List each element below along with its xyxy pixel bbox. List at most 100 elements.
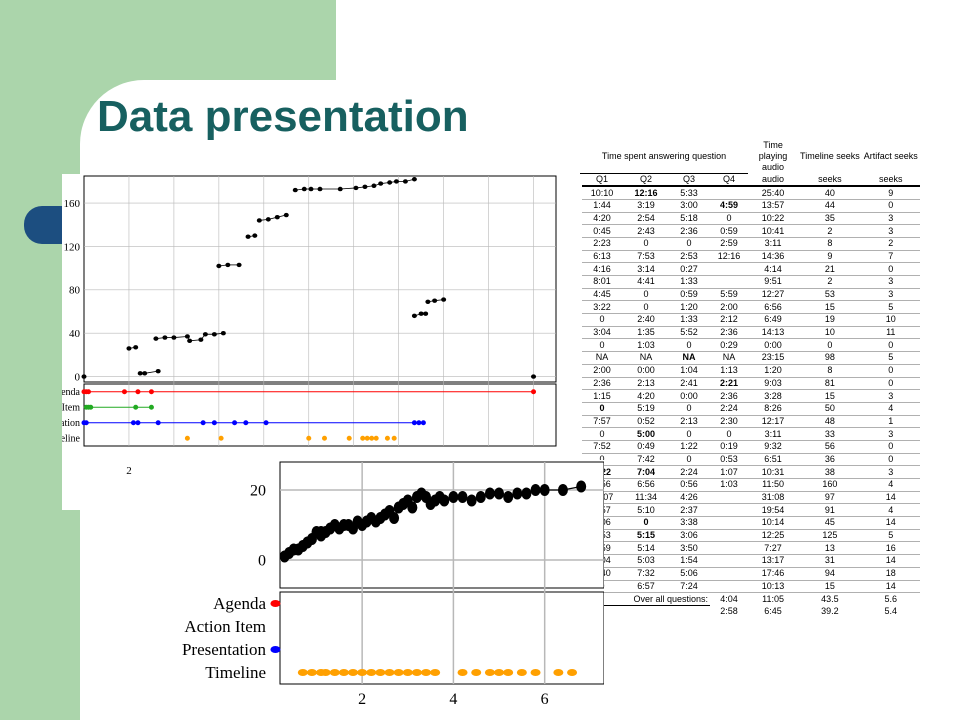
table-cell: 7:27: [748, 541, 799, 556]
table-cell: 4: [861, 402, 920, 416]
table-cell: 21: [798, 262, 862, 276]
table-cell: [710, 275, 749, 289]
table-footer-cell: 4:04: [720, 593, 738, 604]
lane-label: Action Item: [62, 403, 80, 414]
slide-title: Data presentation: [97, 92, 469, 141]
table-cell: [710, 186, 749, 200]
table-cell: [710, 503, 749, 518]
table-cell: 0: [580, 338, 625, 353]
table-cell: 48: [798, 415, 862, 429]
lane-marker: [457, 669, 468, 676]
data-point: [211, 332, 217, 337]
data-point: [448, 491, 459, 503]
data-point: [441, 297, 447, 302]
table-cell: 33: [798, 427, 862, 441]
table-cell: 6:13: [580, 250, 625, 264]
table-cell: 6:57: [624, 580, 669, 594]
table-cell: 2: [798, 275, 862, 289]
data-point: [512, 487, 523, 500]
data-point: [411, 313, 417, 319]
lane-marker: [531, 389, 537, 395]
lane-label: Timeline: [205, 663, 266, 682]
table-cell: 4:45: [580, 288, 625, 302]
table-cell: 1:20: [668, 300, 711, 315]
table-cell: 3: [861, 288, 920, 302]
table-cell: 7:57: [580, 415, 625, 429]
table-cell: 0: [861, 262, 920, 276]
table-cell: 14: [861, 491, 920, 505]
lane-marker: [416, 420, 422, 426]
table-cell: 7: [861, 250, 920, 264]
table-cell: 6:56: [748, 300, 799, 315]
table-cell: 10:31: [748, 465, 799, 479]
table-cell: 10: [798, 326, 862, 340]
table-cell: 3:22: [580, 300, 625, 315]
table-cell: 5: [861, 529, 920, 543]
table-cell: 14: [861, 516, 920, 530]
lane-marker: [530, 669, 541, 676]
data-point: [539, 484, 550, 496]
lane-marker: [391, 435, 397, 441]
lane-marker: [348, 669, 359, 676]
lane-marker: [366, 669, 377, 676]
table-cell: 10:22: [748, 212, 799, 226]
table-cell: 13:17: [748, 554, 799, 568]
table-cell: 81: [798, 377, 862, 391]
table-cell: 14:13: [748, 326, 799, 340]
lane-marker: [211, 420, 217, 426]
lane-marker: [375, 669, 386, 676]
table-cell: 3:06: [668, 529, 711, 543]
data-point: [402, 179, 408, 184]
table-cell: 8: [798, 237, 862, 251]
table-cell: 1:33: [668, 313, 711, 327]
table-cell: 0: [624, 516, 669, 530]
table-cell: 14: [861, 554, 920, 568]
data-point: [418, 311, 424, 316]
data-point: [362, 184, 368, 190]
table-cell: 0: [624, 300, 669, 315]
table-cell: 0: [861, 199, 920, 213]
table-cell: 5:59: [710, 288, 749, 302]
data-point: [81, 374, 87, 379]
lane-marker: [567, 669, 578, 676]
table-cell: 0: [668, 237, 711, 251]
table-cell: 31:08: [748, 491, 799, 505]
table-header-row: Time spent answering question Time playin…: [504, 140, 920, 174]
table-cell: 1:35: [624, 326, 669, 340]
table-cell: 7:42: [624, 453, 669, 467]
y-tick-label: 160: [64, 198, 81, 210]
table-cell: 0: [624, 237, 669, 251]
table-cell: 3:19: [624, 199, 669, 213]
table-cell: 25:40: [748, 186, 799, 200]
table-cell: 2: [861, 237, 920, 251]
table-cell: 10:13: [748, 580, 799, 594]
data-point: [407, 501, 418, 514]
plot-area: [83, 175, 557, 383]
lane-label: Agenda: [213, 594, 266, 613]
table-cell: 2:36: [710, 326, 749, 340]
lane-marker: [516, 669, 527, 676]
table-cell: 1: [861, 415, 920, 429]
table-cell: 4: [861, 478, 920, 492]
data-point: [466, 494, 477, 507]
series-segment: [340, 187, 356, 190]
data-point: [557, 484, 568, 496]
table-cell: 7:32: [624, 567, 669, 581]
data-point: [301, 186, 307, 192]
data-point: [133, 345, 139, 350]
data-point: [292, 187, 298, 193]
lane-marker: [88, 404, 94, 410]
table-cell: 3:00: [668, 199, 711, 213]
table-cell: 5:33: [668, 186, 711, 200]
data-point: [530, 484, 541, 496]
data-point: [155, 368, 161, 374]
table-cell: 13: [798, 541, 862, 556]
table-cell: 2:24: [710, 402, 749, 416]
table-cell: 9: [798, 250, 862, 264]
lane-marker: [373, 435, 379, 441]
table-cell: 2:24: [668, 465, 711, 479]
y-tick-label: 80: [69, 285, 81, 297]
table-cell: 0:19: [710, 440, 749, 454]
table-cell: 0: [861, 440, 920, 454]
